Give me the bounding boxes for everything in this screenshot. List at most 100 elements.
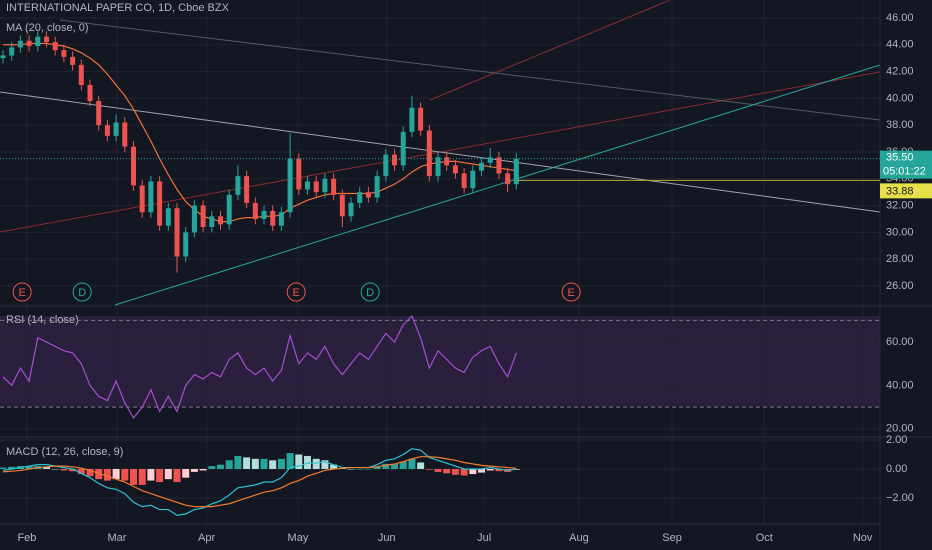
candle-body	[305, 181, 311, 190]
candle-body	[61, 50, 67, 57]
histogram-bar	[0, 467, 7, 469]
candle-body	[26, 40, 32, 47]
channel-line	[429, 0, 671, 101]
histogram-bar	[51, 468, 59, 470]
candle-body	[96, 101, 102, 126]
y-tick-label: 0.00	[886, 463, 907, 475]
y-tick-label: −2.00	[886, 492, 914, 504]
histogram-bar	[443, 468, 451, 474]
y-tick-label: 40.00	[886, 379, 914, 391]
indicator-label: MACD (12, 26, close, 9)	[6, 446, 123, 458]
rsi-line	[2, 314, 517, 420]
y-tick-label: 28.00	[886, 253, 914, 265]
histogram-bar	[347, 468, 355, 470]
candle-body	[157, 181, 163, 226]
candle-body	[131, 146, 137, 186]
candle-body	[418, 107, 424, 131]
candle-body	[218, 216, 224, 225]
histogram-bar	[147, 468, 155, 481]
price-tag	[880, 150, 932, 179]
grid	[0, 0, 880, 524]
candle-body	[296, 158, 302, 190]
event-label: E	[567, 287, 574, 299]
event-marker	[286, 282, 306, 302]
y-tick-label: 42.00	[886, 65, 914, 77]
x-tick-label: Sep	[662, 532, 682, 544]
candle-body	[139, 185, 145, 213]
candle-body	[87, 84, 93, 102]
candle-body	[174, 208, 180, 257]
histogram-bar	[312, 458, 320, 469]
indicator-label: MA (20, close, 0)	[6, 22, 89, 34]
histogram-bar	[8, 466, 16, 469]
histogram-bar	[164, 468, 172, 480]
level-tag	[880, 183, 932, 199]
candle-body	[461, 173, 467, 189]
candle-body	[400, 131, 406, 166]
histogram-bar	[25, 466, 33, 469]
histogram-bar	[399, 461, 407, 469]
candle-body	[470, 170, 476, 189]
candle-body	[383, 154, 389, 177]
candle-body	[200, 205, 206, 228]
histogram-bar	[495, 468, 503, 472]
x-tick-label: May	[288, 532, 309, 544]
histogram-bar	[77, 468, 85, 475]
histogram-bar	[225, 460, 233, 469]
histogram-bar	[330, 464, 338, 469]
candle-body	[322, 178, 328, 193]
histogram-bar	[408, 458, 416, 469]
x-tick-label: Feb	[17, 532, 36, 544]
y-tick-label: 2.00	[886, 434, 907, 446]
histogram-bar	[486, 468, 494, 471]
y-tick-label: 30.00	[886, 226, 914, 238]
y-tick-label: 46.00	[886, 12, 914, 24]
histogram-bar	[43, 466, 51, 469]
histogram-bar	[95, 468, 103, 480]
y-tick-label: 32.00	[886, 199, 914, 211]
candle-body	[261, 210, 267, 219]
y-tick-label: 38.00	[886, 119, 914, 131]
candle-body	[357, 192, 363, 203]
chart-title: INTERNATIONAL PAPER CO, 1D, Cboe BZX	[6, 2, 230, 14]
candle-body	[122, 122, 128, 147]
histogram-bar	[251, 458, 259, 469]
candle-body	[148, 181, 154, 213]
signal-line	[2, 456, 517, 508]
candle-body	[365, 192, 371, 198]
candle-body	[496, 157, 502, 174]
x-tick-label: Oct	[756, 532, 773, 544]
y-tick-label: 60.00	[886, 336, 914, 348]
histogram-bar	[86, 468, 94, 477]
event-marker	[360, 282, 380, 302]
histogram-bar	[60, 468, 68, 471]
support-line	[114, 64, 881, 306]
histogram-bar	[173, 468, 181, 483]
histogram-bar	[321, 460, 329, 469]
candle-body	[113, 122, 119, 136]
histogram-bar	[356, 468, 364, 470]
candle-body	[78, 64, 84, 85]
candle-body	[0, 55, 6, 59]
candle-body	[44, 36, 50, 43]
y-tick-label: 20.00	[886, 423, 914, 435]
x-tick-label: Mar	[108, 532, 127, 544]
y-tick-label: 26.00	[886, 280, 914, 292]
histogram-bar	[138, 468, 146, 485]
candle-body	[513, 158, 519, 185]
histogram-bar	[190, 468, 198, 472]
event-label: D	[78, 287, 86, 299]
candle-body	[426, 130, 432, 177]
histogram-bar	[69, 468, 77, 472]
trend-line	[59, 19, 881, 121]
candle-body	[9, 47, 15, 56]
candle-body	[313, 181, 319, 193]
candle-body	[479, 162, 485, 171]
histogram-bar	[373, 466, 381, 469]
candle-body	[452, 165, 458, 174]
candle-body	[35, 36, 41, 47]
histogram-bar	[103, 468, 111, 481]
candle-body	[444, 157, 450, 166]
histogram-bar	[234, 455, 242, 469]
candle-body	[52, 42, 58, 51]
